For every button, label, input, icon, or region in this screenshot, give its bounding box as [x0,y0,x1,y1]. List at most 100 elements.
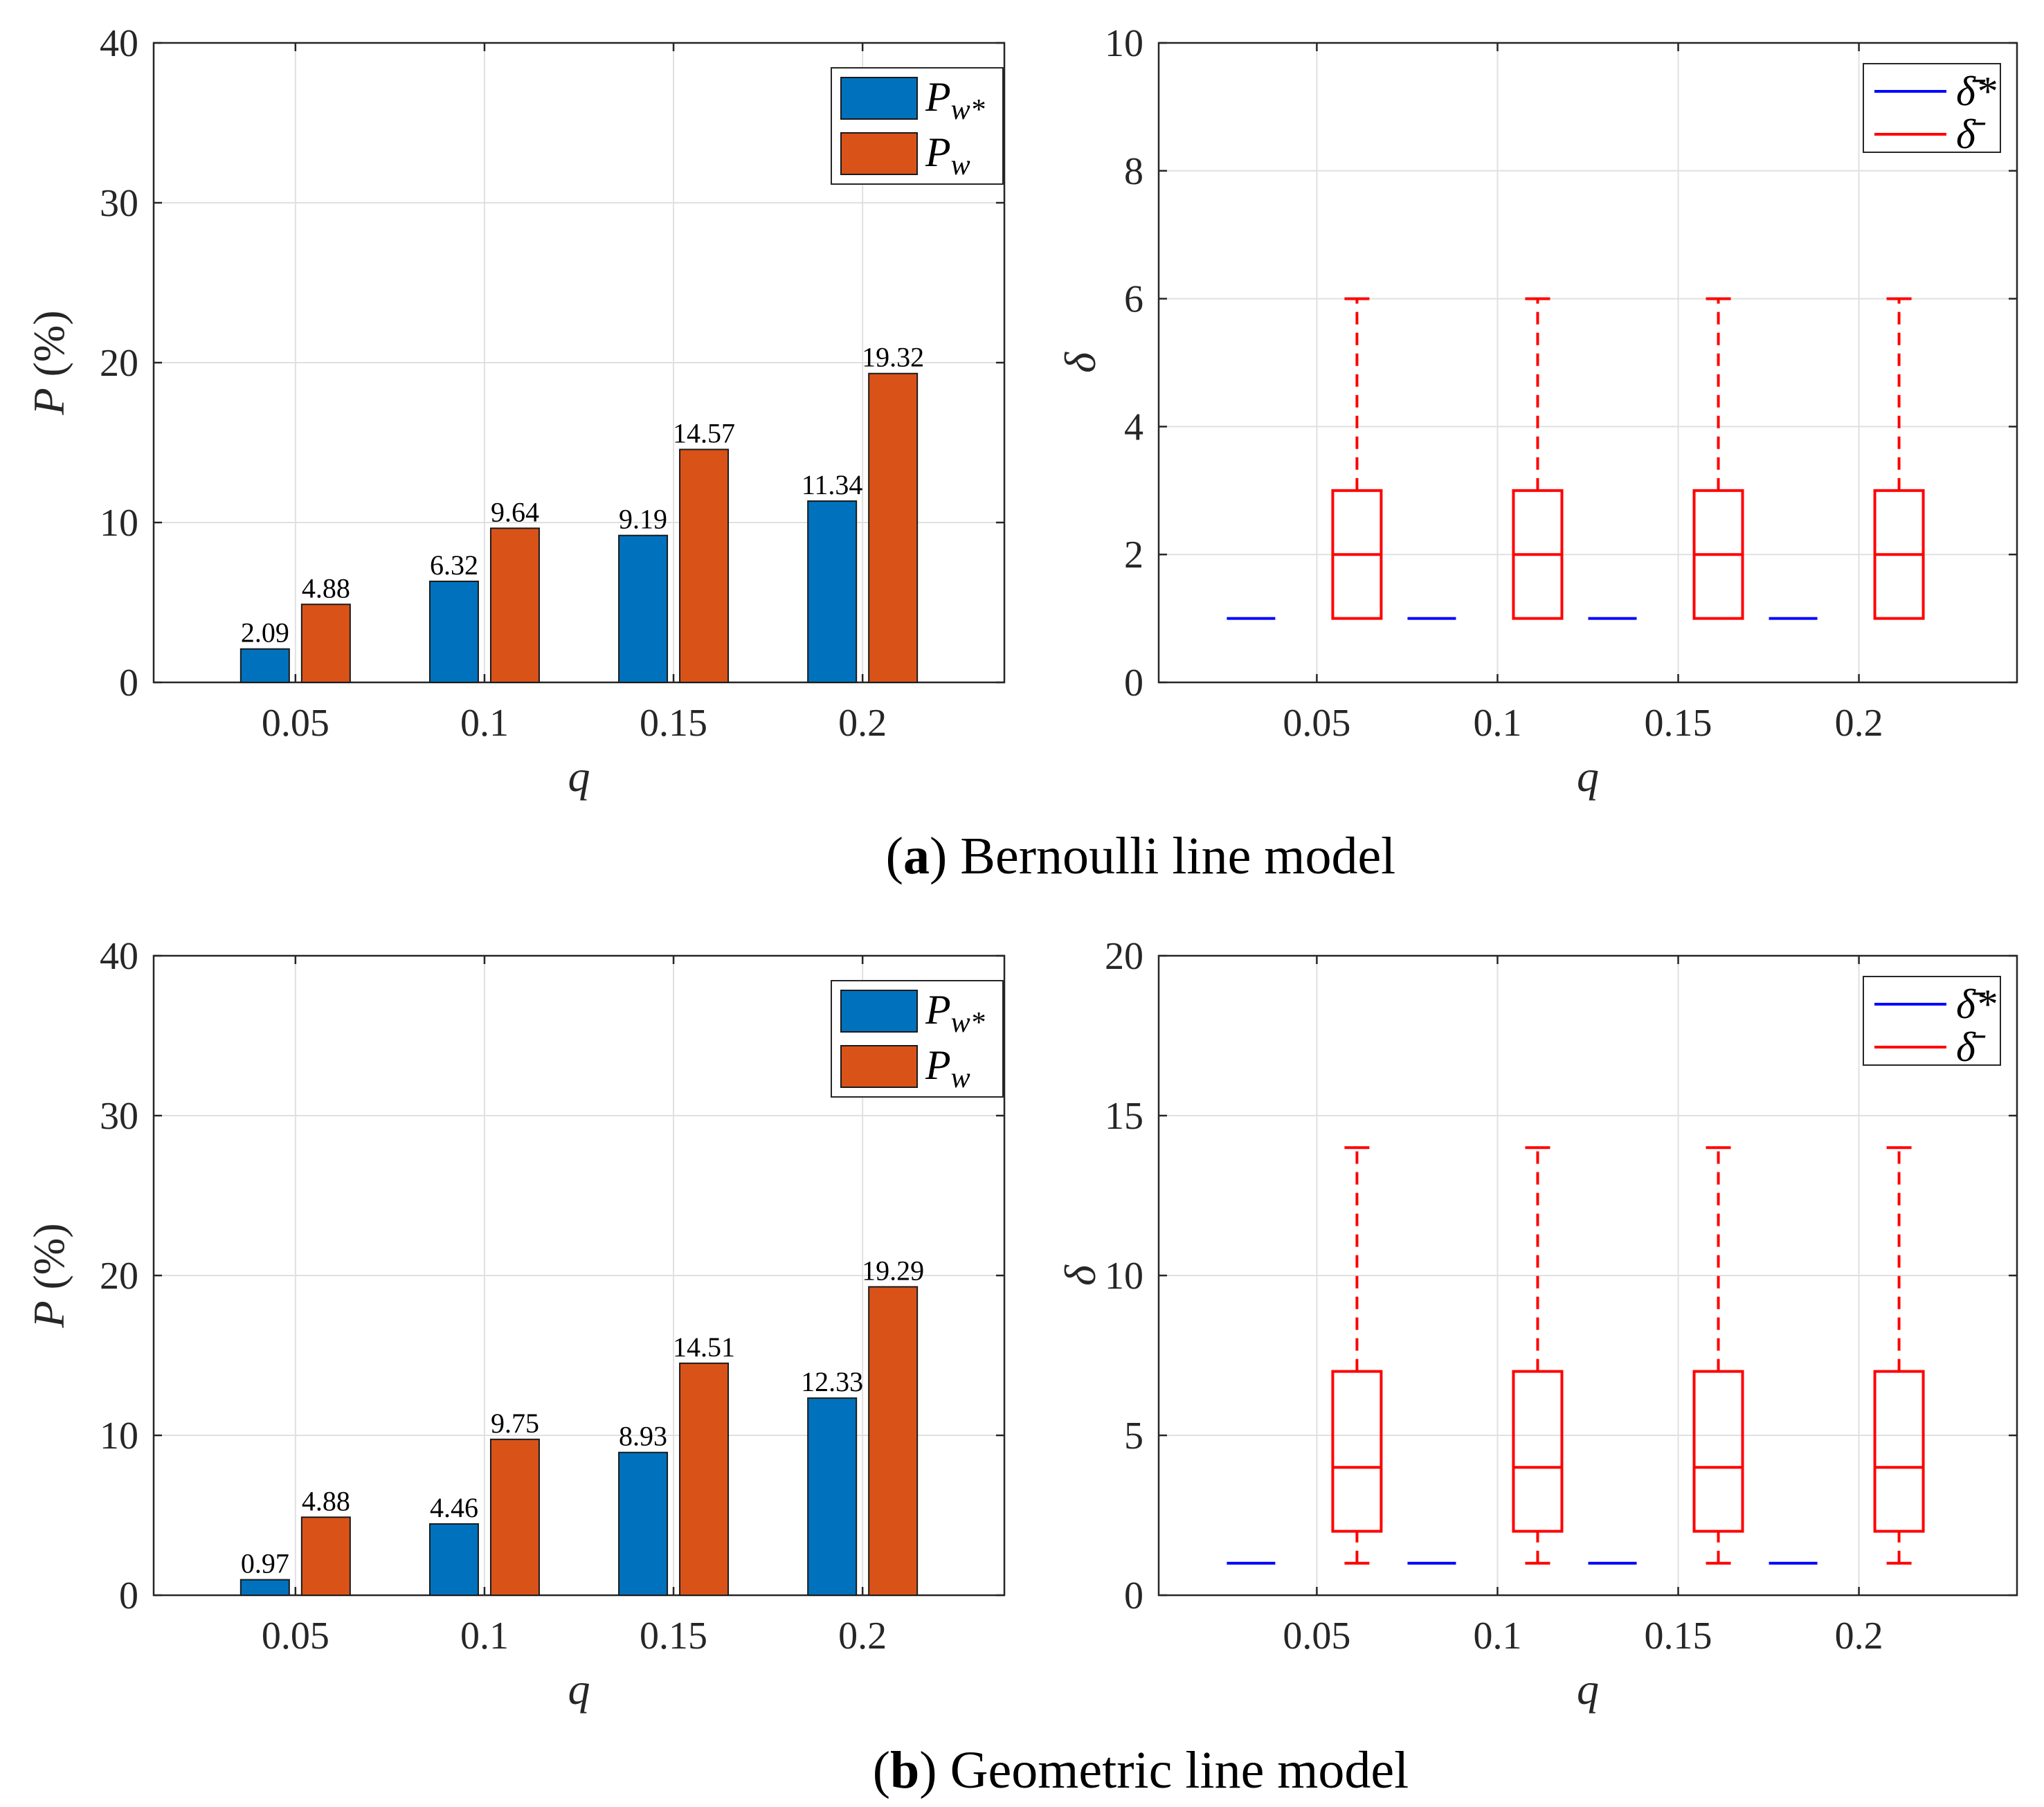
legend-swatch [840,990,918,1033]
x-tick-label: 0.05 [1283,702,1350,745]
bar-data-label: 4.88 [302,572,350,603]
bar-data-label: 8.93 [619,1421,667,1452]
legend-label: Pw [925,129,970,181]
legend-swatch [840,132,918,175]
bar-data-label: 11.34 [802,469,863,500]
bar-data-label: 19.32 [862,342,924,373]
bar-pw [489,1438,540,1596]
legend-label-base: P [925,74,951,120]
legend-label: Pw* [925,74,985,126]
y-tick-label: 10 [1105,1255,1143,1298]
bar-data-label: 0.97 [241,1548,289,1579]
bar-data-label: 4.88 [302,1485,350,1516]
caption-a: (a) Bernoulli line model [886,827,1396,885]
x-tick-label: 0.2 [838,1615,887,1658]
x-tick-label: 0.2 [838,702,887,745]
y-tick-label: 30 [100,182,138,225]
x-tick-label: 0.15 [1645,1615,1712,1658]
y-axis-label-var: P [24,388,73,415]
legend-label-sub: w [951,1062,970,1094]
legend-label: δ̄* [1956,981,1996,1027]
bar-pw-star [239,1579,290,1597]
bar-pw [868,372,919,683]
bar-pw [300,1516,351,1596]
x-tick-label: 0.05 [262,1615,329,1658]
bar-pw-star [428,1523,479,1597]
y-tick-label: 4 [1124,406,1143,448]
bar-pw-star [428,581,479,683]
legend-label: Pw [925,1042,970,1094]
y-tick-label: 40 [100,935,138,978]
y-tick-label: 40 [100,22,138,65]
legend-label-base: P [925,129,951,175]
y-axis-label: P (%) [24,1223,73,1328]
legend-label: δ̄* [1956,69,1996,114]
y-tick-label: 8 [1124,150,1143,193]
bar-data-label: 14.57 [673,417,735,448]
bar-pw-star [618,1451,669,1597]
bar-pw [868,1286,919,1596]
bar-data-label: 9.75 [491,1408,539,1439]
bar-pw [679,1362,730,1596]
panel-a-bar-chart: 0 10 20 30 40 0.05 0.1 0.15 0.2 q 2.09 6.32 9.19 11.3… [24,22,1006,801]
x-axis-label: q [568,752,590,801]
x-axis-label: q [1577,752,1599,801]
y-tick-label: 20 [100,342,138,385]
caption-a-text: Bernoulli line model [960,827,1395,885]
y-tick-label: 20 [1105,935,1143,978]
legend-label-base: P [925,1042,951,1088]
bar-data-label: 14.51 [673,1332,735,1363]
bar-pw [679,448,730,683]
x-tick-label: 0.1 [460,1615,509,1658]
bar-data-label: 9.64 [491,496,539,527]
legend-label-sub: w* [951,94,985,126]
caption-b-letter: b [890,1741,919,1799]
bar-data-label: 4.46 [430,1492,478,1523]
y-tick-label: 0 [1124,1574,1143,1617]
legend-label-base: P [925,987,951,1033]
legend-label: Pw* [925,987,985,1039]
x-tick-label: 0.15 [640,702,707,745]
bar-pw [489,527,540,683]
legend-swatch [840,1045,918,1088]
y-axis-label: δ [1056,352,1105,373]
legend-box [1863,63,2001,153]
bar-pw-star [239,648,290,684]
legend-label-sub: w [951,149,970,181]
bar-data-label: 2.09 [241,617,289,648]
y-axis-label-var: P [24,1300,73,1328]
y-axis-label-unit: (%) [24,310,73,376]
legend-box [1863,976,2001,1066]
caption-b-text: Geometric line model [950,1741,1409,1799]
y-tick-label: 10 [100,502,138,545]
bar-data-label: 6.32 [430,550,478,581]
y-tick-label: 20 [100,1255,138,1298]
y-tick-label: 15 [1105,1095,1143,1138]
delta-box [1873,1370,1925,1533]
x-tick-label: 0.15 [1645,702,1712,745]
x-axis-label: q [1577,1664,1599,1714]
legend-swatch [840,77,918,120]
x-tick-label: 0.05 [1283,1615,1350,1658]
x-tick-label: 0.1 [1473,702,1521,745]
bar-data-label: 12.33 [801,1366,863,1397]
bar-pw [300,603,351,683]
y-tick-label: 10 [100,1415,138,1458]
y-tick-label: 0 [1124,662,1143,705]
bar-pw-star [807,1397,858,1596]
legend-label-sub: w* [951,1007,985,1039]
bar-data-label: 9.19 [619,504,667,535]
x-tick-label: 0.2 [1835,702,1883,745]
delta-box [1331,1370,1383,1533]
x-tick-label: 0.05 [262,702,329,745]
delta-box [1512,1370,1564,1533]
x-tick-label: 0.1 [460,702,509,745]
y-axis-label: δ [1056,1264,1105,1286]
y-tick-label: 10 [1105,22,1143,65]
bar-pw-star [618,534,669,683]
bar-data-label: 19.29 [862,1255,924,1286]
y-tick-label: 0 [119,662,138,705]
